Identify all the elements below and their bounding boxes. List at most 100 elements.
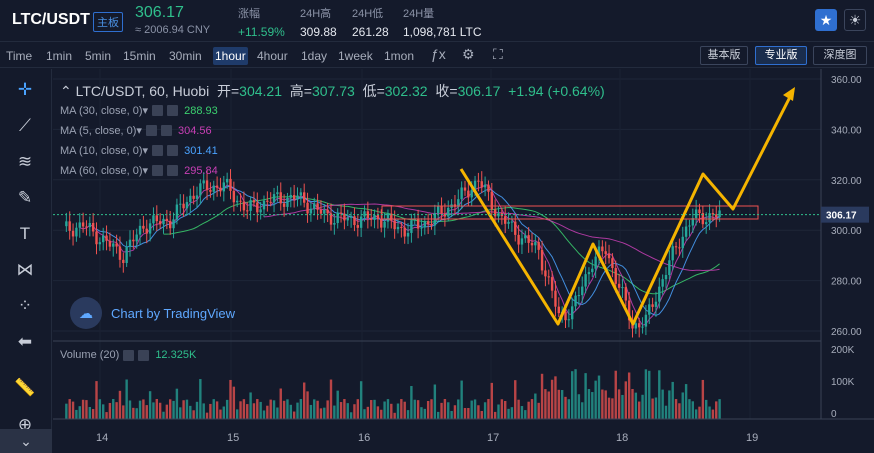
star-icon[interactable]: ★ (815, 9, 837, 31)
view-pro-button[interactable]: 专业版 (755, 46, 807, 65)
candle-body (162, 218, 165, 225)
resistance-box (381, 205, 759, 220)
candle-body (611, 258, 614, 269)
tradingview-watermark[interactable]: ☁ Chart by TradingView (70, 297, 235, 329)
candle-body (460, 187, 463, 200)
volume-bar (246, 404, 249, 419)
interval-time[interactable]: Time (6, 49, 33, 63)
time-tick-label: 19 (746, 432, 758, 444)
candle-body (316, 203, 319, 210)
interval-5min[interactable]: 5min (85, 49, 112, 63)
volume-bar (112, 399, 115, 419)
volume-tick-label: 200K (831, 345, 855, 356)
candle-body (684, 226, 688, 237)
interval-30min[interactable]: 30min (169, 49, 202, 63)
candle-body (386, 213, 390, 222)
pattern-icon[interactable]: ⋈ (16, 260, 34, 279)
volume-bar (313, 399, 316, 419)
interval-1week[interactable]: 1week (338, 49, 373, 63)
crosshair-icon[interactable]: ✛ (17, 80, 33, 99)
interval-1day[interactable]: 1day (301, 49, 328, 63)
candle-body (410, 220, 413, 233)
volume-bar (718, 399, 721, 419)
indicator-icon[interactable]: ƒx (431, 46, 446, 62)
candle-body (524, 235, 527, 239)
chevron-down-icon[interactable]: ⌄ (0, 429, 52, 453)
volume-bar (483, 402, 487, 419)
sun-icon[interactable]: ☀ (844, 9, 866, 31)
view-basic-button[interactable]: 基本版 (700, 46, 748, 65)
candle-body (705, 222, 708, 225)
interval-1hour[interactable]: 1hour (213, 47, 248, 65)
ma10-legend[interactable]: MA (10, close, 0) ▾ 301.41 (60, 144, 218, 158)
candle-body (416, 219, 420, 229)
volume-bar (658, 370, 661, 419)
interval-1mon[interactable]: 1mon (384, 49, 415, 63)
volume-bar (132, 407, 135, 419)
volume-bar (373, 399, 376, 419)
trendline-icon[interactable]: ⟋ (19, 116, 31, 135)
text-icon[interactable]: T (19, 224, 31, 243)
candle-body (514, 221, 517, 235)
candle-body (272, 194, 276, 203)
ma5-legend[interactable]: MA (5, close, 0) ▾ 304.56 (60, 124, 212, 138)
back-arrow-icon[interactable]: ⬅ (17, 332, 33, 351)
interval-4hour[interactable]: 4hour (257, 49, 288, 63)
cloud-icon: ☁ (70, 297, 102, 329)
volume-bar (467, 407, 470, 419)
settings-icon[interactable]: ⚙ (462, 46, 475, 62)
volume-bar (102, 404, 105, 419)
candle-body (286, 197, 289, 207)
candle-body (346, 217, 349, 221)
volume-legend[interactable]: Volume (20) 12.325K (60, 349, 197, 361)
candle-body (651, 304, 654, 307)
volume-bar (437, 411, 440, 419)
volume-bar (430, 399, 433, 419)
interval-15min[interactable]: 15min (123, 49, 156, 63)
ruler-icon[interactable]: 📏 (14, 378, 36, 397)
volume-bar (212, 399, 215, 419)
interval-1min[interactable]: 1min (46, 49, 73, 63)
brush-icon[interactable]: ✎ (17, 188, 33, 207)
candle-body (189, 195, 192, 203)
volume-bar (282, 400, 286, 419)
volume-bar (125, 379, 128, 419)
candle-body (205, 180, 209, 190)
price-chart[interactable]: 260.00 280.00 300.00 320.00 340.00 360.00 200… (53, 69, 874, 453)
fullscreen-icon[interactable]: ⛶ (493, 46, 503, 62)
candle-body (115, 243, 118, 247)
candle-body (668, 260, 671, 275)
ma30-legend[interactable]: MA (30, close, 0) ▾ 288.93 (60, 104, 218, 118)
candle-body (380, 219, 383, 228)
volume-bar (410, 386, 413, 419)
market-header: LTC/USDT 主板 306.17 ≈ 2006.94 CNY 涨幅 +11.5… (0, 0, 874, 42)
volume-bar (249, 392, 252, 419)
fib-icon[interactable]: ≋ (17, 152, 33, 171)
pair-title[interactable]: LTC/USDT (12, 11, 90, 28)
ma60-legend[interactable]: MA (60, close, 0) ▾ 295.84 (60, 164, 218, 178)
volume-bar (239, 401, 242, 419)
volume-bar (400, 399, 403, 419)
candle-body (715, 214, 718, 218)
candle-body (319, 209, 323, 214)
view-depth-button[interactable]: 深度图 (813, 46, 867, 65)
measure-icon[interactable]: ⁘ (17, 296, 33, 315)
candle-body (581, 286, 584, 296)
volume-bar (339, 402, 343, 419)
volume-bar (225, 399, 229, 419)
volume-bar (138, 400, 142, 419)
volume-bar (540, 373, 544, 419)
candle-body (336, 212, 339, 223)
volume-bar (651, 398, 654, 419)
candle-body (437, 205, 440, 214)
candle-body (236, 200, 239, 203)
candle-body (152, 215, 155, 224)
candle-body (279, 192, 282, 204)
volume-bar (504, 401, 507, 419)
volume-bar (701, 379, 705, 419)
volume-bar (323, 407, 326, 419)
w-pattern-arrow (459, 90, 795, 326)
candle-body (333, 222, 336, 225)
volume-bar (614, 370, 617, 419)
volume-bar (333, 405, 336, 419)
